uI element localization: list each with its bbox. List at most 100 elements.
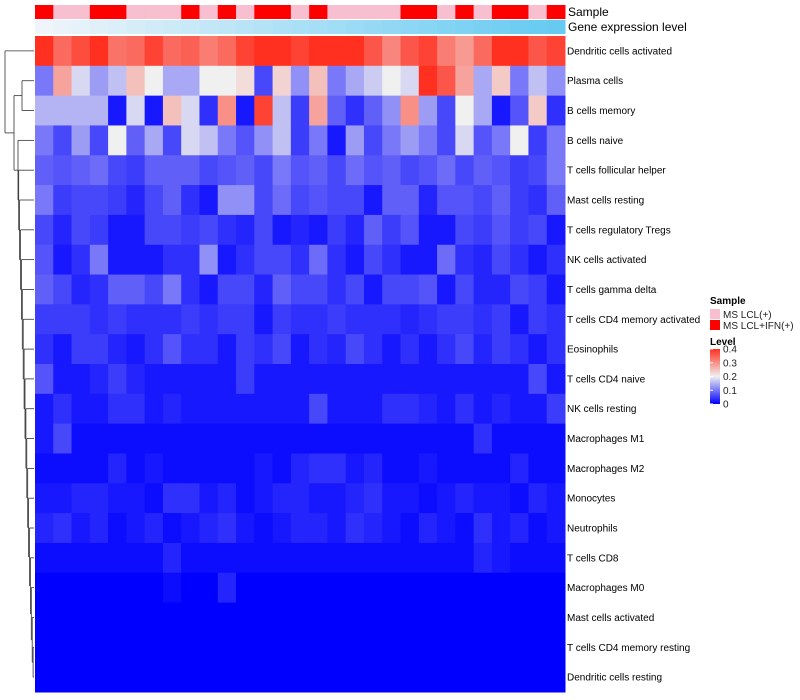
heatmap-cell bbox=[510, 155, 529, 186]
heatmap-cell bbox=[491, 155, 511, 186]
heatmap-cell bbox=[382, 65, 402, 97]
heatmap-cell bbox=[528, 453, 548, 484]
heatmap-cell bbox=[491, 65, 511, 97]
heatmap-cell bbox=[400, 65, 420, 97]
heatmap-cell bbox=[71, 334, 91, 365]
heatmap-cell bbox=[382, 542, 402, 574]
heatmap-cell bbox=[327, 513, 347, 544]
row-label: Eosinophils bbox=[567, 345, 618, 356]
heatmap-cell bbox=[144, 334, 164, 365]
heatmap-cell bbox=[437, 632, 456, 663]
heatmap-cell bbox=[437, 513, 456, 544]
heatmap-cell bbox=[382, 214, 402, 246]
heatmap-cell bbox=[473, 513, 493, 544]
heatmap-cell bbox=[455, 95, 475, 126]
heatmap-cell bbox=[546, 542, 566, 574]
heatmap-cell bbox=[309, 423, 328, 454]
heatmap-cell bbox=[546, 244, 566, 276]
heatmap-cell bbox=[144, 632, 164, 663]
heatmap-cell bbox=[546, 65, 566, 97]
heatmap-cell bbox=[254, 513, 274, 544]
heatmap-cell bbox=[473, 364, 493, 395]
heatmap-cell bbox=[528, 572, 548, 604]
heatmap-cell bbox=[35, 453, 54, 484]
heatmap-cell bbox=[546, 304, 566, 335]
heatmap-cell bbox=[254, 423, 274, 454]
heatmap-cell bbox=[35, 572, 54, 604]
heatmap-cell bbox=[217, 274, 237, 305]
heatmap-cell bbox=[272, 453, 292, 484]
heatmap-cell bbox=[199, 453, 219, 484]
heatmap-cell bbox=[35, 542, 54, 574]
heatmap-cell bbox=[345, 334, 365, 365]
sample-annotation-cell bbox=[345, 5, 365, 19]
heatmap-cell bbox=[236, 513, 255, 544]
heatmap-cell bbox=[181, 662, 200, 693]
row-label: Macrophages M1 bbox=[567, 434, 645, 445]
heatmap-cell bbox=[35, 364, 54, 395]
heatmap-cell bbox=[382, 572, 402, 604]
heatmap-cell bbox=[418, 393, 438, 425]
heatmap-cell bbox=[455, 334, 475, 365]
heatmap-cell bbox=[345, 483, 365, 514]
heatmap-cell bbox=[217, 364, 237, 395]
heatmap-cell bbox=[382, 304, 402, 335]
heatmap-cell bbox=[290, 185, 310, 216]
sample-annotation-cell bbox=[199, 5, 219, 19]
row-label: T cells gamma delta bbox=[567, 285, 657, 296]
heatmap-cell bbox=[199, 334, 219, 365]
heatmap-cell bbox=[254, 304, 274, 335]
heatmap-cell bbox=[108, 36, 127, 67]
heatmap-cell bbox=[290, 65, 310, 97]
heatmap-cell bbox=[144, 304, 164, 335]
legend-label-ms-lcl-ifn: MS LCL+IFN(+) bbox=[723, 321, 794, 332]
heatmap-cell bbox=[491, 185, 511, 216]
heatmap-cell bbox=[162, 304, 182, 335]
heatmap-cell bbox=[236, 453, 255, 484]
heatmap-cell bbox=[89, 155, 109, 186]
heatmap-cell bbox=[290, 304, 310, 335]
expression-annotation-cell bbox=[53, 20, 73, 34]
heatmap-cell bbox=[144, 65, 164, 97]
level-tick-label: 0.1 bbox=[723, 386, 737, 397]
expression-annotation-cell bbox=[254, 20, 274, 34]
heatmap-cell bbox=[363, 244, 383, 276]
sample-annotation-cell bbox=[473, 5, 493, 19]
heatmap-cell bbox=[181, 513, 200, 544]
heatmap-cell bbox=[199, 65, 219, 97]
heatmap-cell bbox=[309, 125, 328, 156]
heatmap-cell bbox=[418, 304, 438, 335]
heatmap-cell bbox=[126, 662, 146, 693]
heatmap-cell bbox=[108, 662, 127, 693]
heatmap-cell bbox=[254, 65, 274, 97]
expression-annotation-cell bbox=[108, 20, 127, 34]
heatmap-cell bbox=[510, 483, 529, 514]
heatmap-cell bbox=[437, 65, 456, 97]
heatmap-cell bbox=[181, 214, 200, 246]
expression-annotation-cell bbox=[327, 20, 347, 34]
heatmap-cell bbox=[418, 483, 438, 514]
expression-annotation-cell bbox=[491, 20, 511, 34]
heatmap-cell bbox=[181, 155, 200, 186]
heatmap-cell bbox=[254, 244, 274, 276]
heatmap-cell bbox=[199, 364, 219, 395]
heatmap-cell bbox=[53, 632, 73, 663]
expression-annotation-cell bbox=[126, 20, 146, 34]
sample-annotation-cell bbox=[327, 5, 347, 19]
heatmap-cell bbox=[290, 364, 310, 395]
heatmap-cell bbox=[437, 423, 456, 454]
heatmap-cell bbox=[363, 95, 383, 126]
heatmap-cell bbox=[363, 155, 383, 186]
heatmap-cell bbox=[510, 244, 529, 276]
heatmap-cell bbox=[162, 513, 182, 544]
heatmap-cell bbox=[309, 304, 328, 335]
heatmap-cell bbox=[418, 125, 438, 156]
heatmap-cell bbox=[89, 274, 109, 305]
heatmap-cell bbox=[400, 632, 420, 663]
heatmap-cell bbox=[455, 244, 475, 276]
heatmap-cell bbox=[327, 274, 347, 305]
sample-annotation-cell bbox=[272, 5, 292, 19]
heatmap-cell bbox=[89, 244, 109, 276]
heatmap-cell bbox=[162, 65, 182, 97]
heatmap-cell bbox=[144, 185, 164, 216]
